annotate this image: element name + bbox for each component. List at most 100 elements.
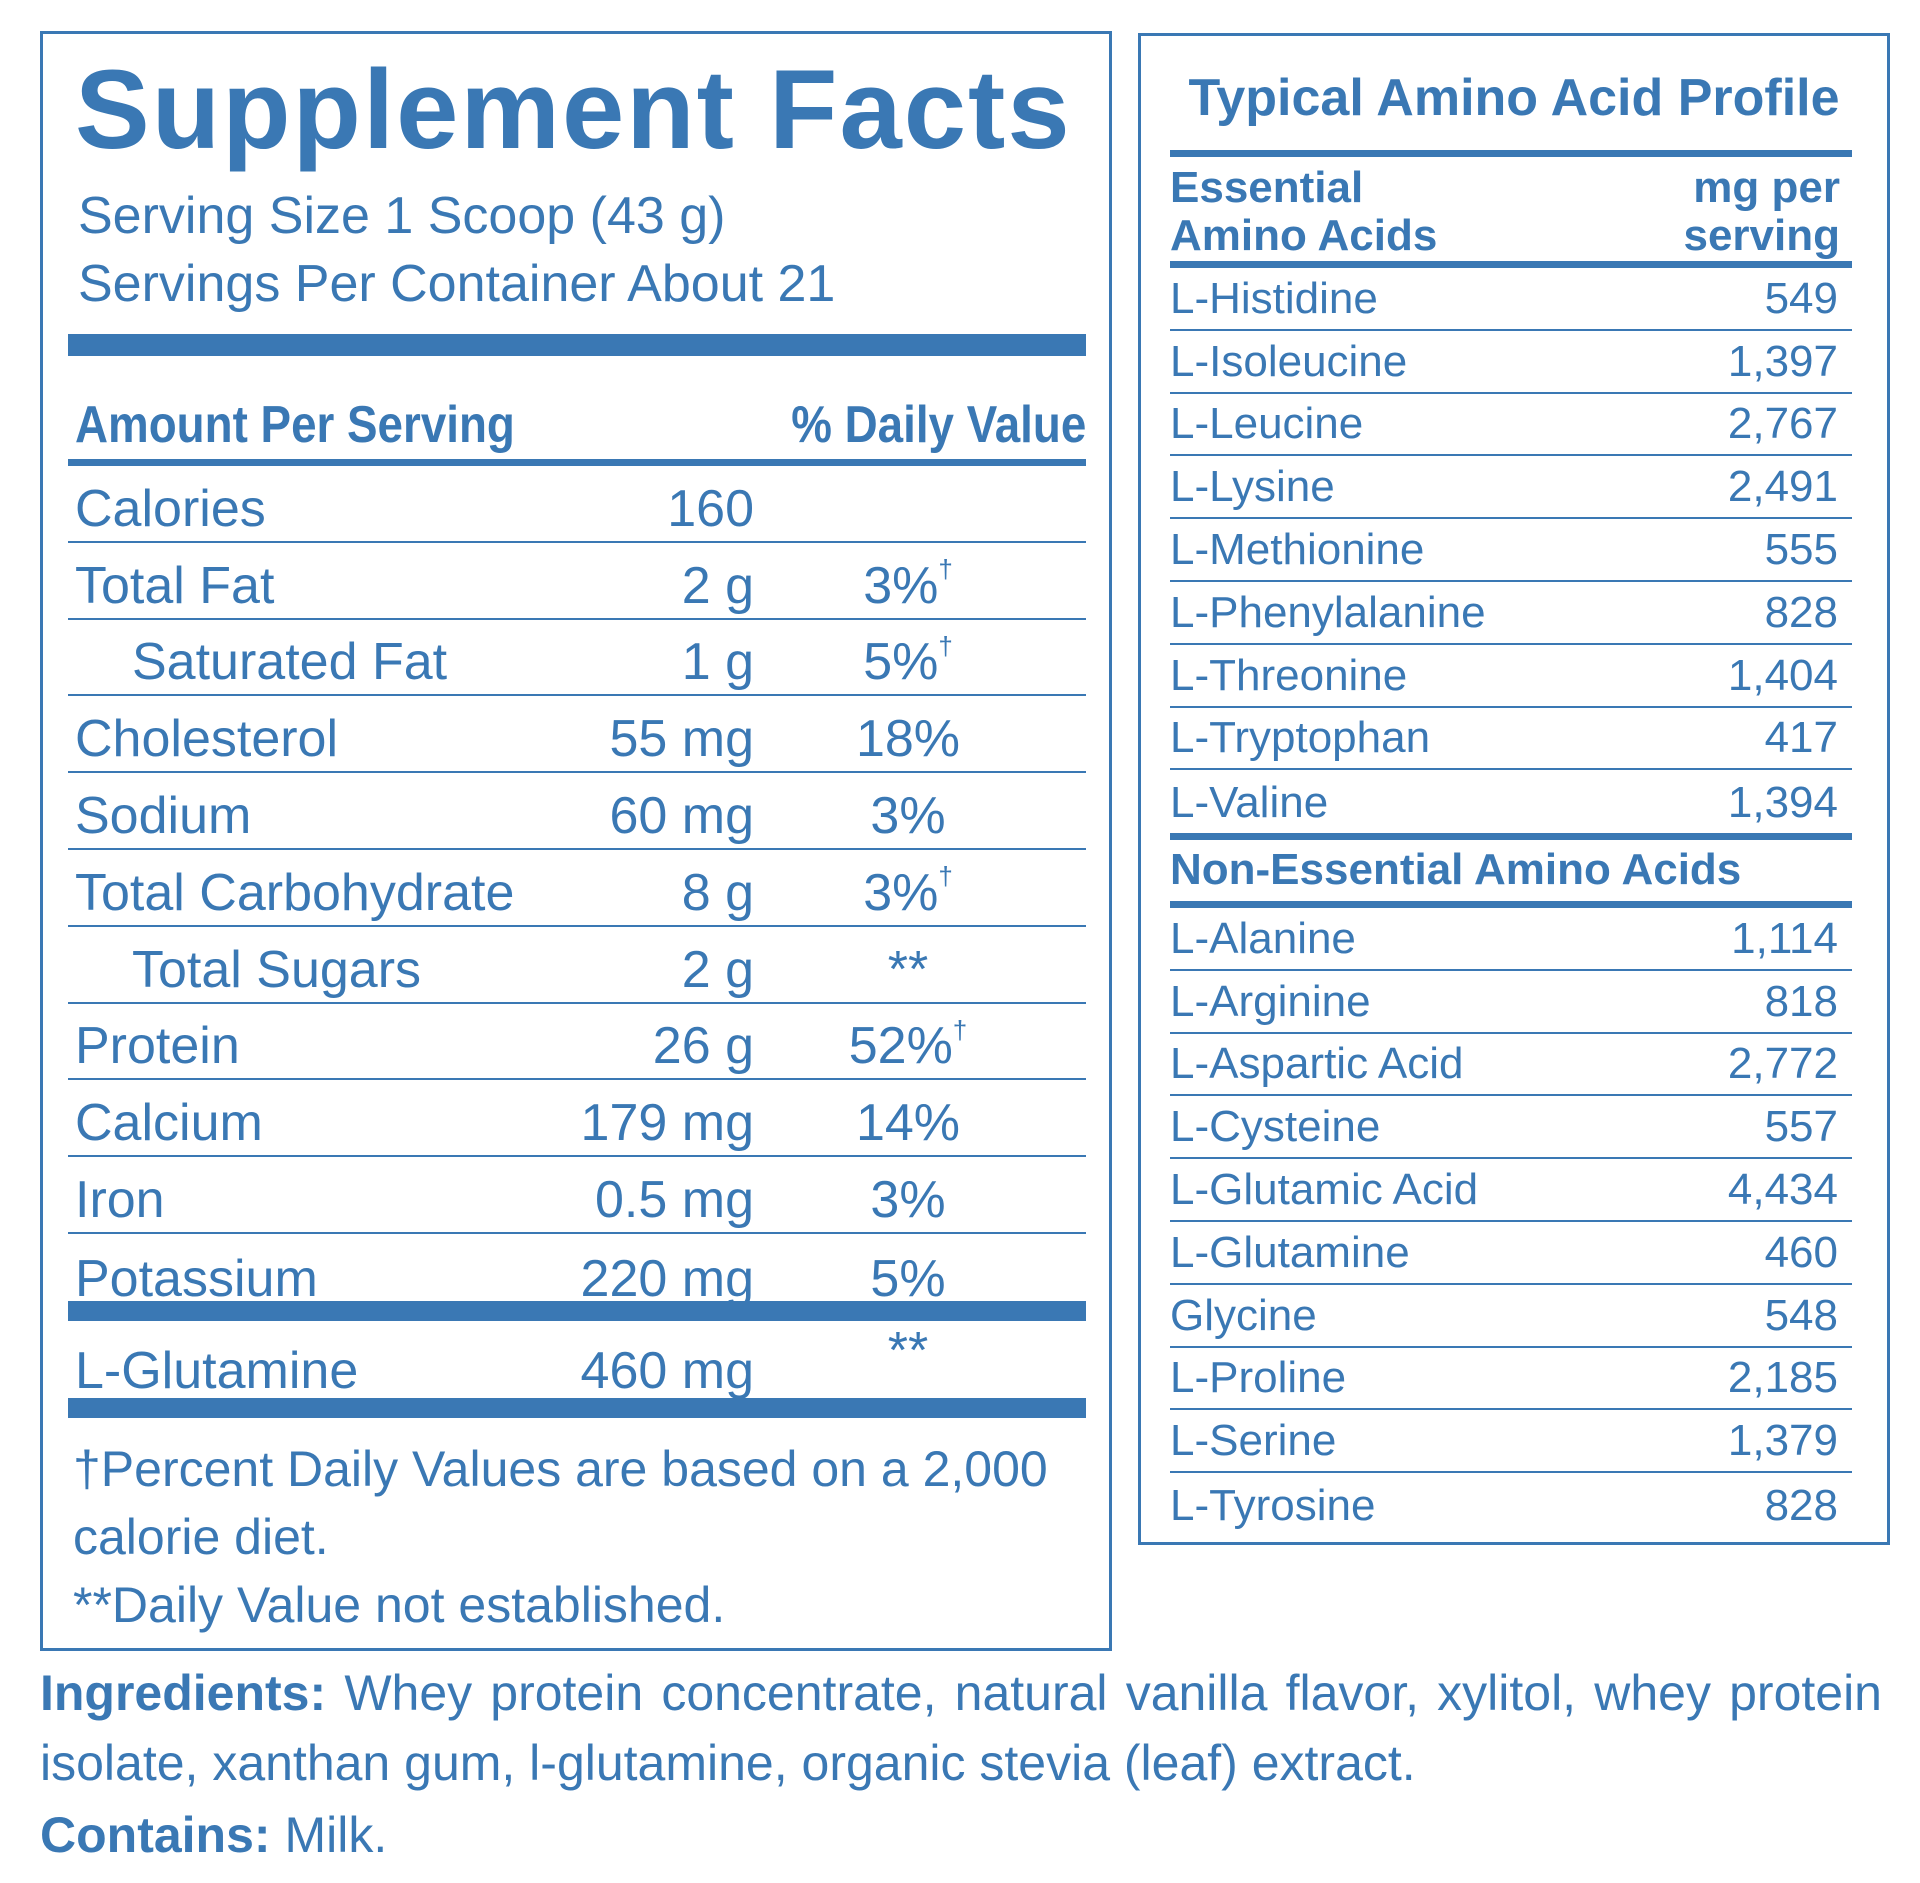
- amino-acid-name: L-Tryptophan: [1170, 713, 1431, 763]
- nutrient-row: Protein 26 g 52%†: [68, 1004, 1086, 1081]
- amino-acid-value: 460: [1764, 1227, 1838, 1277]
- amino-acid-name: L-Aspartic Acid: [1170, 1039, 1464, 1089]
- amino-acid-value: 2,491: [1727, 462, 1838, 512]
- ingredients-text-1: Whey protein concentrate, natural vanill…: [344, 1665, 1882, 1721]
- amino-acid-name: L-Threonine: [1170, 650, 1408, 700]
- amino-row: L-Methionine 555: [1170, 519, 1852, 582]
- amino-row: L-Aspartic Acid 2,772: [1170, 1034, 1852, 1097]
- amino-acid-name: L-Lysine: [1170, 462, 1335, 512]
- daily-value-text: 3%: [863, 556, 939, 615]
- amino-row: L-Tryptophan 417: [1170, 708, 1852, 771]
- amino-acid-name: L-Methionine: [1170, 524, 1425, 574]
- amino-row: L-Valine 1,394: [1170, 770, 1852, 833]
- nutrient-daily-value: 3%†: [863, 863, 953, 918]
- amino-acid-value: 417: [1764, 713, 1838, 763]
- amino-acid-name: L-Tyrosine: [1170, 1480, 1376, 1530]
- amino-row: L-Cysteine 557: [1170, 1096, 1852, 1160]
- nutrient-name: Calcium: [75, 1094, 263, 1153]
- amino-row: L-Serine 1,379: [1170, 1410, 1852, 1474]
- amino-acid-value: 1,394: [1727, 778, 1838, 828]
- amino-acid-name: L-Cysteine: [1170, 1102, 1381, 1152]
- amino-acid-name: L-Leucine: [1170, 399, 1364, 449]
- nutrient-amount: 1 g: [681, 633, 754, 692]
- nutrient-daily-value: **: [887, 1322, 929, 1380]
- contains-label: Contains:: [40, 1807, 271, 1863]
- dagger-mark: †: [938, 631, 953, 662]
- facts-header: Amount Per Serving % Daily Value: [68, 389, 1086, 459]
- amino-row: L-Tyrosine 828: [1170, 1473, 1852, 1536]
- amino-acid-name: L-Isoleucine: [1170, 336, 1408, 386]
- nutrient-name: Protein: [75, 1017, 240, 1076]
- non-essential-header: Non-Essential Amino Acids: [1170, 845, 1742, 894]
- amino-acid-name: L-Valine: [1170, 778, 1329, 828]
- amino-acid-value: 1,379: [1727, 1416, 1838, 1466]
- nutrient-daily-value: 5%†: [863, 633, 953, 688]
- nutrient-amount: 179 mg: [580, 1094, 754, 1153]
- essential-column-header: Essential Amino Acids: [1170, 164, 1437, 260]
- nutrient-daily-value: 52%†: [848, 1017, 968, 1076]
- nutrient-row: Total Fat 2 g 3%†: [68, 543, 1086, 620]
- daily-value-text: 5%: [870, 1249, 946, 1308]
- amino-row: L-Phenylalanine 828: [1170, 582, 1852, 645]
- amino-acid-value: 548: [1764, 1290, 1838, 1340]
- medium-divider: [1170, 150, 1852, 157]
- contains-text: Milk.: [284, 1807, 388, 1863]
- nutrient-row: Calcium 179 mg 14%: [68, 1080, 1086, 1158]
- amino-row: L-Histidine 549: [1170, 268, 1852, 331]
- amino-acid-value: 828: [1764, 587, 1838, 637]
- amino-acid-value: 818: [1764, 976, 1838, 1026]
- amino-acid-name: Glycine: [1170, 1290, 1317, 1340]
- daily-value-text: 52%: [848, 1017, 953, 1076]
- nutrient-name: Potassium: [75, 1249, 318, 1308]
- amino-acid-value: 1,114: [1731, 913, 1838, 963]
- nutrient-name: Sodium: [75, 786, 252, 845]
- amino-acid-value: 549: [1764, 273, 1838, 323]
- nutrient-name: Cholesterol: [75, 710, 339, 769]
- ingredients-label: Ingredients:: [40, 1665, 327, 1721]
- column-header-line: serving: [1683, 211, 1840, 260]
- amino-row: L-Threonine 1,404: [1170, 645, 1852, 708]
- thick-divider: [68, 334, 1086, 356]
- nutrient-name: Iron: [75, 1170, 165, 1229]
- nutrient-row: Total Sugars 2 g **: [68, 927, 1086, 1004]
- nutrient-amount: 60 mg: [609, 786, 754, 845]
- nutrient-daily-value: 5%: [870, 1253, 945, 1305]
- daily-value-text: 3%: [870, 1170, 946, 1229]
- nutrient-amount: 26 g: [652, 1017, 754, 1076]
- nutrient-amount: 460 mg: [580, 1342, 754, 1400]
- nutrient-row: Total Carbohydrate 8 g 3%†: [68, 850, 1086, 927]
- facts-title: Supplement Facts: [75, 47, 1072, 172]
- amount-per-serving-header: Amount Per Serving: [75, 396, 515, 454]
- column-header-line: Amino Acids: [1170, 211, 1438, 260]
- amino-row: L-Proline 2,185: [1170, 1348, 1852, 1411]
- daily-value-text: 3%: [870, 786, 946, 845]
- daily-value-text: 14%: [855, 1094, 961, 1153]
- ingredients-text-2: isolate, xanthan gum, l-glutamine, organ…: [40, 1735, 1416, 1791]
- amino-acid-name: L-Proline: [1170, 1353, 1347, 1403]
- nutrient-row: Sodium 60 mg 3%: [68, 773, 1086, 850]
- amino-acid-value: 828: [1764, 1480, 1838, 1530]
- nutrient-daily-value: 3%: [870, 1174, 945, 1226]
- amino-acid-name: L-Arginine: [1170, 976, 1371, 1026]
- medium-divider: [1170, 261, 1852, 268]
- medium-divider: [1170, 901, 1852, 908]
- amino-row: L-Arginine 818: [1170, 971, 1852, 1034]
- serving-size: Serving Size 1 Scoop (43 g): [78, 187, 726, 245]
- amino-acid-value: 1,404: [1727, 650, 1838, 700]
- nutrient-row: Calories 160: [68, 466, 1086, 543]
- contains-paragraph: Contains: Milk.: [40, 1800, 1882, 1870]
- amino-acid-profile-panel: Typical Amino Acid Profile Essential Ami…: [1138, 33, 1890, 1545]
- glutamine-row: L-Glutamine 460 mg **: [68, 1321, 1086, 1403]
- amino-acid-name: L-Alanine: [1170, 913, 1356, 963]
- nutrient-amount: 220 mg: [580, 1249, 754, 1308]
- thick-divider: [68, 1301, 1086, 1321]
- nutrient-amount: 2 g: [681, 940, 754, 999]
- column-header-line: Essential: [1170, 163, 1364, 212]
- amino-acid-value: 1,397: [1727, 336, 1838, 386]
- daily-value-text: **: [887, 940, 929, 999]
- ingredients-paragraph: Ingredients: Whey protein concentrate, n…: [40, 1658, 1882, 1798]
- amino-row: L-Leucine 2,767: [1170, 394, 1852, 457]
- nutrient-amount: 55 mg: [609, 710, 754, 769]
- column-header-line: mg per: [1693, 163, 1840, 212]
- nutrient-name: Calories: [75, 479, 266, 538]
